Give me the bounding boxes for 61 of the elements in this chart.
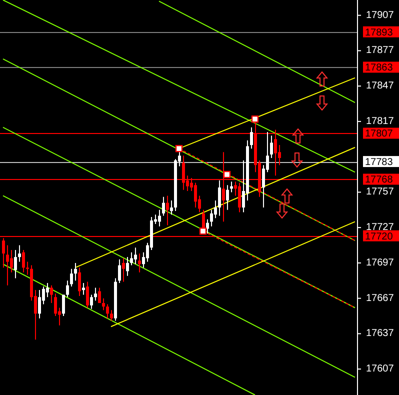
candlestick xyxy=(46,282,49,298)
ref-line-label: 17863 xyxy=(365,62,394,74)
y-tick-label: 17817 xyxy=(366,116,394,127)
candlestick xyxy=(86,281,89,308)
y-tick-label: 17757 xyxy=(366,186,394,198)
y-tick-label: 17637 xyxy=(366,328,394,340)
point xyxy=(175,144,183,152)
candlestick xyxy=(14,249,17,279)
candlestick xyxy=(38,290,41,319)
candlestick xyxy=(226,184,229,210)
point xyxy=(223,170,231,178)
candlestick xyxy=(238,182,241,213)
candlestick xyxy=(66,280,69,298)
candlestick xyxy=(270,135,273,158)
candlestick xyxy=(10,249,13,273)
ref-line-label: 17768 xyxy=(365,174,394,186)
candlestick xyxy=(218,180,221,216)
candlestick xyxy=(102,298,105,311)
candlestick xyxy=(98,287,101,304)
candlestick xyxy=(250,126,253,150)
candlestick xyxy=(94,287,97,302)
candlestick xyxy=(170,200,173,216)
candlestick xyxy=(110,310,113,322)
candlestick xyxy=(138,253,141,273)
candlestick xyxy=(82,282,85,296)
candlestick xyxy=(158,209,161,227)
candlestick xyxy=(22,249,25,273)
ref-line-label: 17783 xyxy=(365,157,394,168)
candlestick xyxy=(194,182,197,208)
candlestick xyxy=(26,261,29,276)
candlestick xyxy=(90,294,93,310)
candlestick xyxy=(214,200,217,219)
candlestick xyxy=(74,262,77,282)
candlestick xyxy=(134,247,137,265)
candlestick xyxy=(70,268,73,288)
candlestick xyxy=(50,284,53,304)
candlestick xyxy=(118,258,121,284)
candlestick xyxy=(166,195,169,226)
point xyxy=(199,228,207,235)
candlestick xyxy=(210,209,213,227)
candlestick xyxy=(62,294,65,316)
y-tick-label: 17907 xyxy=(366,10,394,21)
candlestick xyxy=(162,196,165,216)
y-tick-label: 17877 xyxy=(366,45,394,56)
candlestick xyxy=(18,244,21,262)
candlestick xyxy=(126,256,129,276)
ref-line-label: 17893 xyxy=(365,27,394,38)
ref-line-label: 17720 xyxy=(365,231,394,242)
ref-line-label: 17807 xyxy=(365,128,394,140)
point xyxy=(251,115,259,123)
candlestick xyxy=(78,267,81,296)
y-tick-label: 17607 xyxy=(366,364,394,375)
candlestick xyxy=(122,258,125,282)
candlestick xyxy=(106,304,109,319)
candlestick xyxy=(54,293,57,316)
y-tick-label: 17727 xyxy=(366,222,394,234)
candlestick xyxy=(6,244,9,286)
candlestick xyxy=(130,252,133,266)
y-tick-label: 17697 xyxy=(366,257,394,268)
y-tick-label: 17667 xyxy=(366,292,394,304)
y-tick-label: 17847 xyxy=(366,80,394,92)
